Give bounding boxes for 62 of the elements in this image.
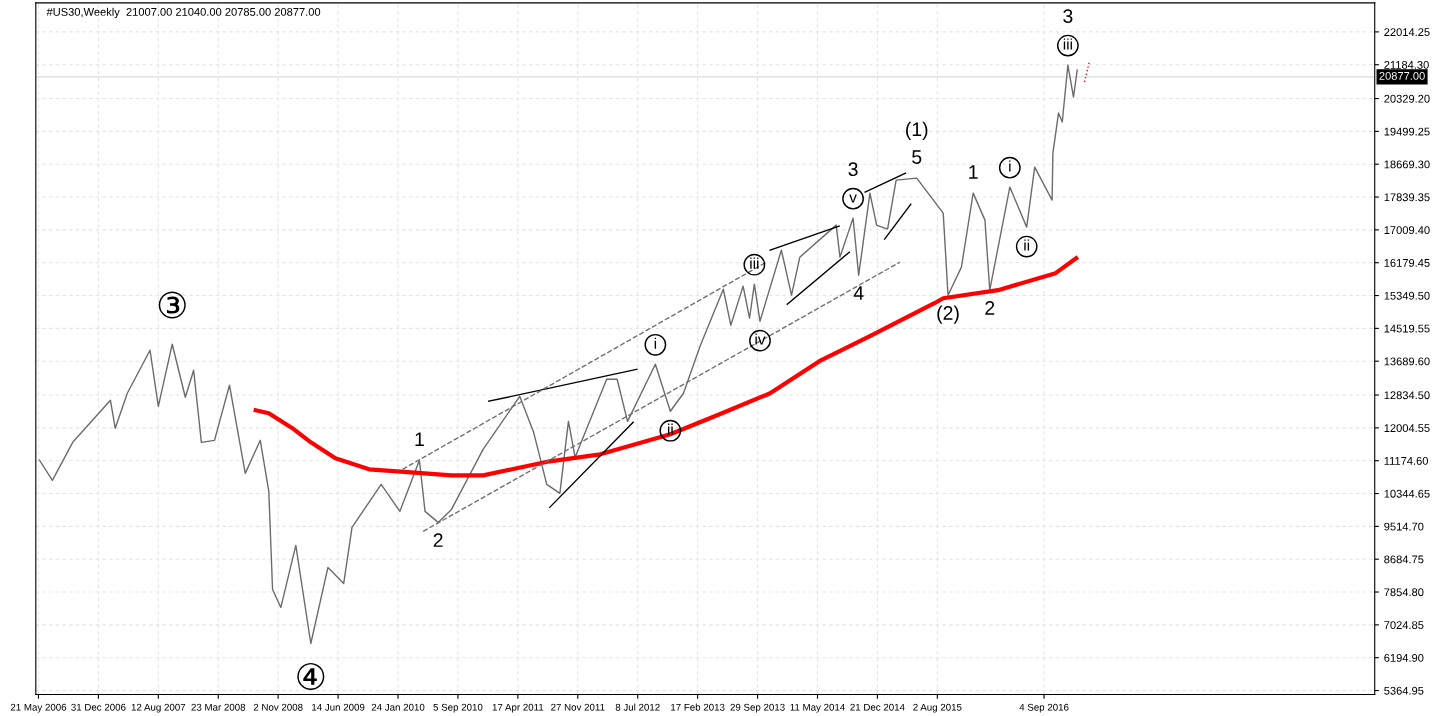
x-tick-label: 23 Mar 2008 xyxy=(191,703,246,711)
annotation: (2) xyxy=(937,305,959,324)
annotation: 1 xyxy=(969,165,978,179)
x-tick-label: 31 Dec 2006 xyxy=(71,703,126,711)
y-tick-label: 13689.60 xyxy=(1384,357,1430,366)
x-tick-label: 12 Aug 2007 xyxy=(131,703,186,713)
x-tick-label: 4 Sep 2016 xyxy=(1019,703,1069,713)
annotation: 5 xyxy=(912,150,922,164)
y-tick-label: 9514.70 xyxy=(1384,522,1424,531)
annotation: 2 xyxy=(433,533,443,547)
y-tick-label: 15349.50 xyxy=(1384,291,1430,300)
y-tick-label: 7854.80 xyxy=(1384,588,1424,597)
x-tick-label: 21 May 2006 xyxy=(10,703,67,713)
y-tick-label: 16179.45 xyxy=(1384,258,1430,267)
x-tick-label: 8 Jul 2012 xyxy=(615,703,660,711)
annotation: 1 xyxy=(415,432,424,446)
annotation: i xyxy=(654,337,657,349)
annotation: ii xyxy=(1024,239,1030,251)
annotation: ③ xyxy=(158,291,186,319)
x-tick-label: 2 Aug 2015 xyxy=(913,703,962,713)
y-tick-label: 5364.95 xyxy=(1384,686,1424,695)
y-tick-label: 12004.55 xyxy=(1384,424,1430,432)
y-tick-label: 7024.85 xyxy=(1384,621,1424,629)
y-tick-label: 22014.25 xyxy=(1384,28,1430,37)
x-tick-label: 11 May 2014 xyxy=(790,703,845,713)
y-tick-label: 17839.35 xyxy=(1384,193,1430,202)
y-tick-label: 14519.55 xyxy=(1384,324,1430,333)
chart-title: #US30,Weekly 21007.00 21040.00 20785.00 20877.00 xyxy=(46,7,321,19)
annotation: iii xyxy=(750,257,759,269)
x-tick-label: 17 Feb 2013 xyxy=(671,703,725,711)
y-tick-label: 6194.90 xyxy=(1384,653,1424,662)
y-tick-label: 8684.75 xyxy=(1384,555,1424,564)
y-tick-label: 17009.40 xyxy=(1384,226,1430,235)
y-tick-label: 20329.20 xyxy=(1384,94,1430,103)
x-tick-label: 29 Sep 2013 xyxy=(730,703,785,713)
annotation: i xyxy=(1009,160,1011,172)
y-tick-label: 21184.30 xyxy=(1384,60,1429,69)
y-tick-label: 19499.25 xyxy=(1384,127,1430,136)
annotation: ii xyxy=(667,423,673,435)
annotation: iii xyxy=(1063,38,1072,50)
x-tick-label: 21 Dec 2014 xyxy=(850,703,905,711)
y-tick-label: 11174.60 xyxy=(1384,456,1429,465)
x-tick-label: 17 Apr 2011 xyxy=(492,703,544,713)
ref-line-label: 20877.00 xyxy=(1379,71,1425,80)
annotation: 4 xyxy=(853,286,864,300)
x-tick-label: 14 Jun 2009 xyxy=(312,703,365,711)
y-tick-label: 18669.30 xyxy=(1384,160,1430,169)
x-tick-label: 5 Sep 2010 xyxy=(433,703,483,713)
x-tick-label: 24 Jan 2010 xyxy=(371,703,425,711)
annotation: v xyxy=(849,194,857,203)
x-tick-label: 2 Nov 2008 xyxy=(253,703,303,711)
annotation: 2 xyxy=(985,301,995,315)
y-tick-label: 12834.50 xyxy=(1384,391,1430,400)
x-tick-label: 27 Nov 2011 xyxy=(551,703,605,711)
line-series xyxy=(38,64,1078,645)
annotation: ④ xyxy=(297,662,325,690)
line-series xyxy=(253,256,1079,478)
annotation: (1) xyxy=(906,121,928,140)
annotation: iv xyxy=(755,333,766,345)
annotation: 3 xyxy=(848,162,858,177)
y-tick-label: 10344.65 xyxy=(1384,489,1430,498)
annotation: 3 xyxy=(1063,9,1073,24)
